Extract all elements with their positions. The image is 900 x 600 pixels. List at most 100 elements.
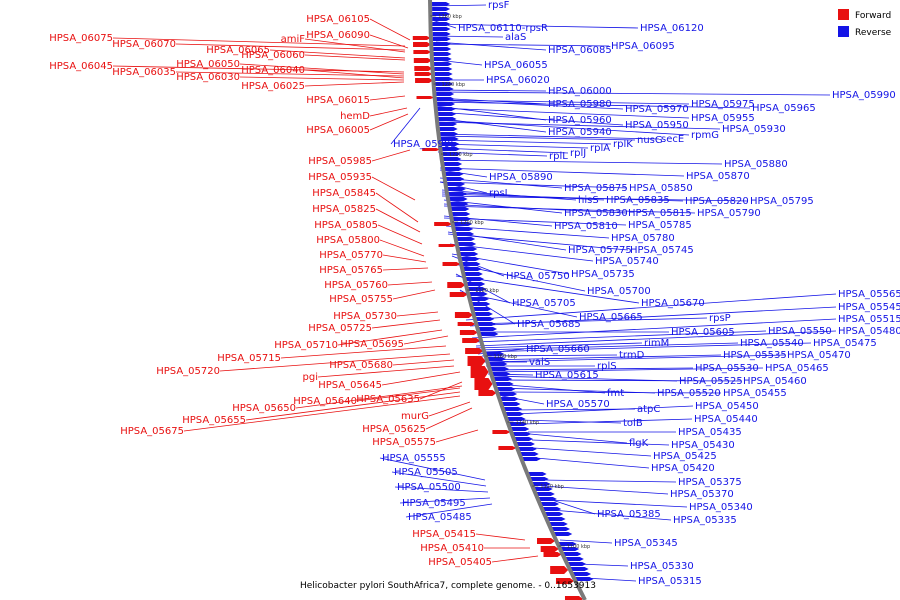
connector-line xyxy=(435,43,610,47)
connector-line xyxy=(371,176,416,201)
connector-line xyxy=(441,195,749,202)
gene-label: HPSA_05955 xyxy=(691,113,755,124)
reverse-gene-arrow xyxy=(466,277,485,281)
connector-line xyxy=(435,111,624,126)
connector-line xyxy=(428,401,471,417)
reverse-gene-arrow xyxy=(437,102,456,106)
connector-line xyxy=(447,233,629,251)
label-connectors xyxy=(112,4,837,582)
forward-gene-arrow xyxy=(438,244,457,247)
gene-label: HPSA_05415 xyxy=(412,529,476,540)
reverse-gene-arrow xyxy=(528,472,547,476)
gene-label: HPSA_05435 xyxy=(678,427,742,438)
gene-label: HPSA_05755 xyxy=(329,294,393,305)
reverse-gene-arrow xyxy=(432,27,451,31)
reverse-gene-arrow xyxy=(534,487,553,491)
reverse-gene-arrow xyxy=(505,412,524,416)
reverse-gene-arrow xyxy=(441,142,460,146)
reverse-gene-arrow xyxy=(432,22,451,26)
reverse-gene-arrow xyxy=(435,77,454,81)
connector-line xyxy=(533,447,652,457)
gene-label: HPSA_05530 xyxy=(695,363,759,374)
forward-gene-arrow xyxy=(478,390,497,396)
reverse-gene-arrow xyxy=(439,127,458,131)
forward-gene-arrow xyxy=(492,430,511,434)
reverse-gene-arrow xyxy=(443,157,462,161)
strand-legend: Forward Reverse xyxy=(838,9,892,38)
gene-label: HPSA_05775 xyxy=(568,245,632,256)
connector-line xyxy=(449,243,594,262)
kbp-tick-label: 1180 kbp xyxy=(475,288,499,294)
connector-line xyxy=(443,217,627,226)
forward-gene-arrow xyxy=(415,78,434,83)
reverse-gene-arrow xyxy=(432,2,451,6)
reverse-gene-arrow xyxy=(477,322,496,326)
gene-label: HPSA_05745 xyxy=(630,245,694,256)
gene-label: HPSA_05650 xyxy=(232,403,296,414)
connector-line xyxy=(369,113,409,131)
connector-line xyxy=(280,345,447,359)
forward-gene-arrow xyxy=(467,356,486,366)
forward-gene-arrow xyxy=(449,292,468,297)
connector-line xyxy=(375,208,421,233)
gene-label: HPSA_05790 xyxy=(697,208,761,219)
reverse-gene-arrow xyxy=(494,377,513,381)
gene-label: HPSA_05645 xyxy=(318,380,382,391)
connector-line xyxy=(337,329,443,346)
gene-label: HPSA_05990 xyxy=(832,90,896,101)
connector-line xyxy=(245,391,461,421)
connector-line xyxy=(491,555,539,563)
forward-gene-arrow xyxy=(413,42,432,47)
forward-gene-arrow xyxy=(447,282,466,288)
gene-label: HPSA_05515 xyxy=(838,314,900,325)
reverse-gene-arrow xyxy=(435,82,454,86)
reverse-gene-arrow xyxy=(458,242,477,246)
gene-label: rpmG xyxy=(691,130,719,141)
gene-label: HPSA_05845 xyxy=(312,188,376,199)
gene-label: HPSA_05735 xyxy=(571,269,635,280)
kbp-tick-label: 1160 kbp xyxy=(494,354,518,360)
connector-line xyxy=(239,63,405,75)
gene-label: HPSA_06000 xyxy=(548,86,612,97)
gene-label: HPSA_05695 xyxy=(340,339,404,350)
reverse-gene-arrow xyxy=(513,432,532,436)
connector-line xyxy=(431,35,504,38)
connector-line xyxy=(317,365,455,378)
kbp-tick-label: 1200 kbp xyxy=(460,220,484,226)
reverse-gene-arrow xyxy=(434,62,453,66)
gene-label: HPSA_05820 xyxy=(685,196,749,207)
gene-label: HPSA_05815 xyxy=(628,208,692,219)
reverse-gene-arrow xyxy=(454,222,473,226)
reverse-gene-arrow xyxy=(434,72,453,76)
connector-line xyxy=(435,107,690,119)
connector-line xyxy=(381,371,461,386)
forward-gene-arrow xyxy=(422,148,441,151)
gene-label: HPSA_05700 xyxy=(587,286,651,297)
connector-line xyxy=(475,533,526,541)
kbp-tick-label: 1100 kbp xyxy=(567,544,591,550)
reverse-gene-arrow xyxy=(446,177,465,181)
gene-label: valS xyxy=(529,357,550,368)
connector-line xyxy=(439,167,685,177)
reverse-gene-arrow xyxy=(565,557,584,561)
connector-line xyxy=(392,359,455,366)
gene-label: HPSA_05465 xyxy=(765,363,829,374)
gene-label: HPSA_05765 xyxy=(319,265,383,276)
connector-line xyxy=(382,267,429,271)
gene-label: HPSA_05680 xyxy=(329,360,393,371)
connector-line xyxy=(399,497,491,504)
reverse-gene-arrow xyxy=(460,252,479,256)
gene-label: HPSA_05835 xyxy=(606,195,670,206)
gene-label: HPSA_05725 xyxy=(308,323,372,334)
connector-line xyxy=(356,387,461,402)
connector-line xyxy=(459,291,578,318)
gene-label: HPSA_05805 xyxy=(314,220,378,231)
reverse-gene-arrow xyxy=(439,122,458,126)
connector-line xyxy=(445,225,610,239)
gene-label: HPSA_05540 xyxy=(740,338,804,349)
connector-line xyxy=(369,95,406,101)
connector-line xyxy=(435,89,547,92)
forward-gene-arrow xyxy=(474,378,493,390)
reverse-gene-arrow xyxy=(438,112,457,116)
gene-label: hemD xyxy=(340,111,370,122)
